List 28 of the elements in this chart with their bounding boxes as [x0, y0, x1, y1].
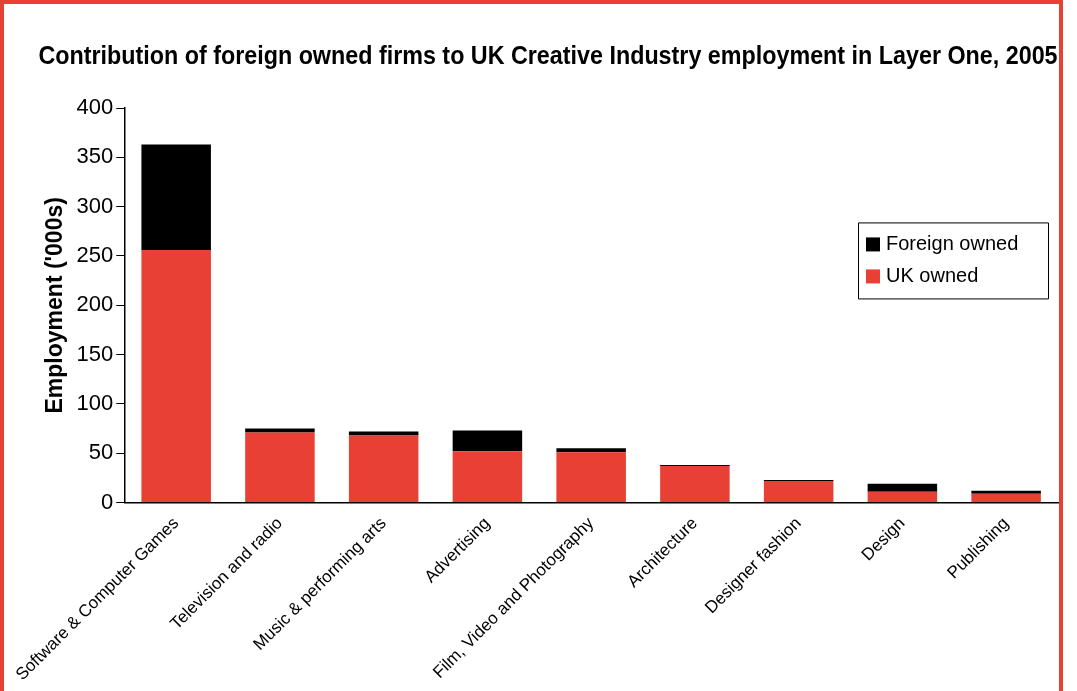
bar: [141, 250, 211, 503]
bar: [141, 144, 211, 251]
y-tick-label: 50: [88, 439, 114, 465]
chart-title: Contribution of foreign owned firms to UK Creative Industry employment in Layer One, 2005: [38, 41, 1058, 70]
y-tick-label: 350: [76, 143, 114, 169]
bar: [867, 483, 938, 492]
bar: [971, 490, 1041, 494]
bar: [660, 466, 730, 503]
bar: [971, 493, 1041, 503]
y-axis-title: Employment ('000s): [41, 197, 68, 414]
bar: [348, 435, 419, 503]
y-tick-label: 0: [101, 488, 114, 514]
y-tick-label: 250: [76, 242, 114, 268]
y-tick-label: 200: [76, 291, 114, 317]
legend-label: UK owned: [886, 263, 979, 286]
legend-label: Foreign owned: [886, 231, 1019, 254]
bar: [452, 430, 523, 452]
y-tick-label: 400: [76, 94, 114, 120]
y-tick-label: 150: [76, 340, 114, 366]
bar: [867, 491, 938, 503]
bar: [245, 432, 315, 503]
bar: [245, 428, 315, 433]
bar: [556, 452, 626, 503]
bar: [763, 480, 834, 503]
y-tick-label: 300: [76, 192, 114, 218]
bar: [556, 448, 626, 453]
bar: [452, 451, 523, 503]
y-tick-label: 100: [76, 389, 114, 415]
